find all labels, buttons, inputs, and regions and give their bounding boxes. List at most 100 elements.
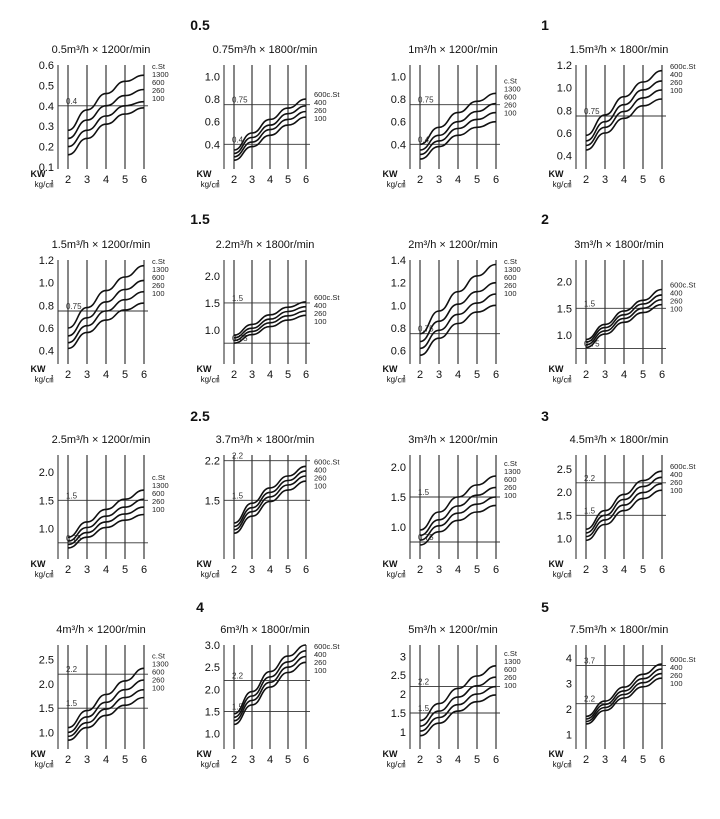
y-tick-label: 1.0 — [557, 533, 572, 545]
y-tick-label: 1.5 — [205, 707, 220, 719]
x-tick-label: 6 — [493, 369, 499, 381]
series-line-400 — [585, 80, 663, 142]
kw-axis-label: KW — [383, 169, 398, 179]
pressure-unit-label: kg/㎠ — [35, 375, 54, 384]
series-line-260 — [419, 496, 497, 541]
kw-axis-label: KW — [383, 364, 398, 374]
series-label: 260 — [314, 106, 327, 115]
x-tick-label: 4 — [621, 369, 627, 381]
series-label: 1300 — [504, 657, 521, 666]
x-tick-label: 4 — [267, 564, 273, 576]
series-label: 260 — [314, 658, 327, 667]
series-label: 260 — [314, 309, 327, 318]
series-line-1300 — [67, 667, 145, 729]
x-tick-label: 2 — [583, 564, 589, 576]
y-tick-label: 1.0 — [39, 278, 54, 290]
x-tick-label: 2 — [583, 174, 589, 186]
y-tick-label: 1.5 — [39, 495, 54, 507]
series-label: 260 — [504, 483, 517, 492]
series-line-400 — [585, 476, 663, 534]
x-tick-label: 3 — [436, 754, 442, 766]
x-tick-label: 4 — [103, 564, 109, 576]
x-tick-label: 6 — [303, 369, 309, 381]
series-label: c.St — [152, 473, 166, 482]
series-line-100 — [67, 107, 145, 156]
series-line-600 — [585, 470, 663, 530]
series-label: 100 — [152, 683, 165, 692]
y-tick-label: 3.0 — [205, 640, 220, 652]
pressure-unit-label: kg/㎠ — [387, 180, 406, 189]
series-line-100 — [233, 661, 307, 726]
chart-title: 3.7m³/h × 1800r/min — [216, 434, 315, 446]
kw-axis-label: KW — [31, 169, 46, 179]
pressure-unit-label: kg/㎠ — [201, 760, 220, 769]
x-tick-label: 5 — [640, 369, 646, 381]
kw-axis-label: KW — [383, 559, 398, 569]
series-label: 260 — [504, 100, 517, 109]
series-label: 1300 — [152, 659, 169, 668]
x-tick-label: 6 — [141, 564, 147, 576]
pressure-unit-label: kg/㎠ — [201, 180, 220, 189]
group-number-label: 5 — [541, 599, 549, 615]
x-tick-label: 4 — [267, 754, 273, 766]
series-line-100 — [419, 694, 497, 737]
y-tick-label: 1.0 — [205, 729, 220, 741]
series-label: 100 — [314, 114, 327, 123]
series-label: c.St — [152, 62, 166, 71]
y-tick-label: 1.5 — [205, 495, 220, 507]
x-tick-label: 4 — [455, 754, 461, 766]
reference-line-label: 0.75 — [584, 107, 600, 116]
y-tick-label: 2.0 — [205, 271, 220, 283]
series-line-100 — [585, 303, 663, 349]
series-line-400 — [585, 294, 663, 343]
x-tick-label: 3 — [436, 369, 442, 381]
series-line-600 — [419, 676, 497, 727]
x-tick-label: 2 — [231, 564, 237, 576]
reference-line-label: 1.5 — [418, 488, 430, 497]
chart-title: 2.5m³/h × 1200r/min — [52, 434, 151, 446]
kw-axis-label: KW — [383, 749, 398, 759]
series-line-600 — [67, 679, 145, 734]
series-line-400 — [233, 470, 307, 528]
reference-line-label: 0.75 — [66, 302, 82, 311]
chart-title: 0.5m³/h × 1200r/min — [52, 44, 151, 56]
series-line-1300 — [67, 264, 145, 329]
y-tick-label: 0.6 — [391, 117, 406, 129]
x-tick-label: 5 — [285, 564, 291, 576]
x-tick-label: 2 — [231, 369, 237, 381]
y-tick-label: 2 — [566, 704, 572, 716]
pressure-unit-label: kg/㎠ — [387, 375, 406, 384]
series-label: 600c.St — [314, 293, 340, 302]
kw-axis-label: KW — [197, 169, 212, 179]
x-tick-label: 5 — [474, 754, 480, 766]
x-tick-label: 5 — [640, 754, 646, 766]
series-label: c.St — [504, 76, 518, 85]
series-label: 600c.St — [314, 457, 340, 466]
x-tick-label: 2 — [583, 754, 589, 766]
y-tick-label: 2.0 — [39, 467, 54, 479]
reference-line-label: 1.5 — [418, 704, 430, 713]
series-label: 600c.St — [314, 90, 340, 99]
y-tick-label: 0.1 — [39, 162, 54, 174]
group-number-label: 2.5 — [190, 408, 210, 424]
x-tick-label: 6 — [303, 754, 309, 766]
series-line-600 — [67, 88, 145, 140]
x-tick-label: 2 — [231, 754, 237, 766]
x-tick-label: 4 — [455, 564, 461, 576]
pressure-unit-label: kg/㎠ — [387, 570, 406, 579]
y-tick-label: 0.4 — [39, 101, 54, 113]
series-label: 600 — [504, 665, 517, 674]
pressure-unit-label: kg/㎠ — [201, 375, 220, 384]
reference-line-label: 0.4 — [418, 135, 430, 144]
series-line-400 — [233, 105, 307, 155]
reference-line-label: 2.2 — [584, 474, 596, 483]
series-label: 400 — [314, 301, 327, 310]
series-label: 1300 — [504, 265, 521, 274]
y-tick-label: 1.0 — [557, 83, 572, 95]
x-tick-label: 3 — [249, 369, 255, 381]
series-line-100 — [419, 304, 497, 356]
series-label: 100 — [670, 305, 683, 314]
pressure-unit-label: kg/㎠ — [553, 760, 572, 769]
y-tick-label: 2.5 — [39, 655, 54, 667]
series-line-260 — [585, 89, 663, 147]
